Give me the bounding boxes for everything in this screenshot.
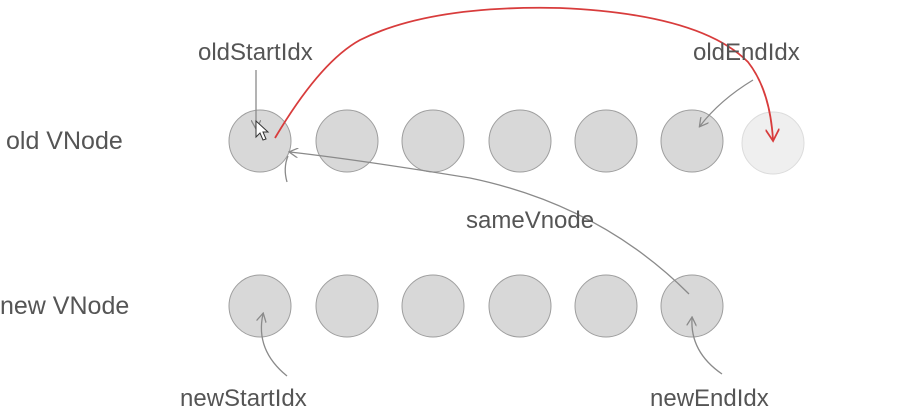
new-vnode-row xyxy=(228,274,724,338)
old-node-4 xyxy=(488,109,552,173)
new-end-pointer-arrow xyxy=(692,318,723,375)
new-vnode-label: new VNode xyxy=(0,292,130,320)
old-start-idx-label: oldStartIdx xyxy=(198,39,313,66)
same-vnode-arrow xyxy=(290,152,690,295)
old-node-6 xyxy=(660,109,724,173)
new-node-4 xyxy=(488,274,552,338)
same-vnode-arrow-tail xyxy=(284,155,289,183)
old-end-pointer-arrow xyxy=(700,79,754,126)
old-node-1 xyxy=(228,109,292,173)
new-node-6 xyxy=(660,274,724,338)
same-vnode-label: sameVnode xyxy=(466,207,595,234)
new-node-1 xyxy=(228,274,292,338)
mouse-cursor-icon xyxy=(255,119,270,141)
old-end-idx-label: oldEndIdx xyxy=(693,39,800,66)
new-end-idx-label: newEndIdx xyxy=(650,385,769,412)
old-vnode-label: old VNode xyxy=(6,127,123,155)
new-start-pointer-arrow xyxy=(261,314,288,377)
new-node-2 xyxy=(315,274,379,338)
pointer-arrows xyxy=(256,70,754,377)
old-vnode-row xyxy=(228,109,805,175)
new-node-5 xyxy=(574,274,638,338)
old-node-3 xyxy=(401,109,465,173)
new-start-idx-label: newStartIdx xyxy=(180,385,307,412)
old-node-7-faded xyxy=(741,111,805,175)
move-node-arrow xyxy=(274,6,773,140)
new-node-3 xyxy=(401,274,465,338)
old-node-5 xyxy=(574,109,638,173)
